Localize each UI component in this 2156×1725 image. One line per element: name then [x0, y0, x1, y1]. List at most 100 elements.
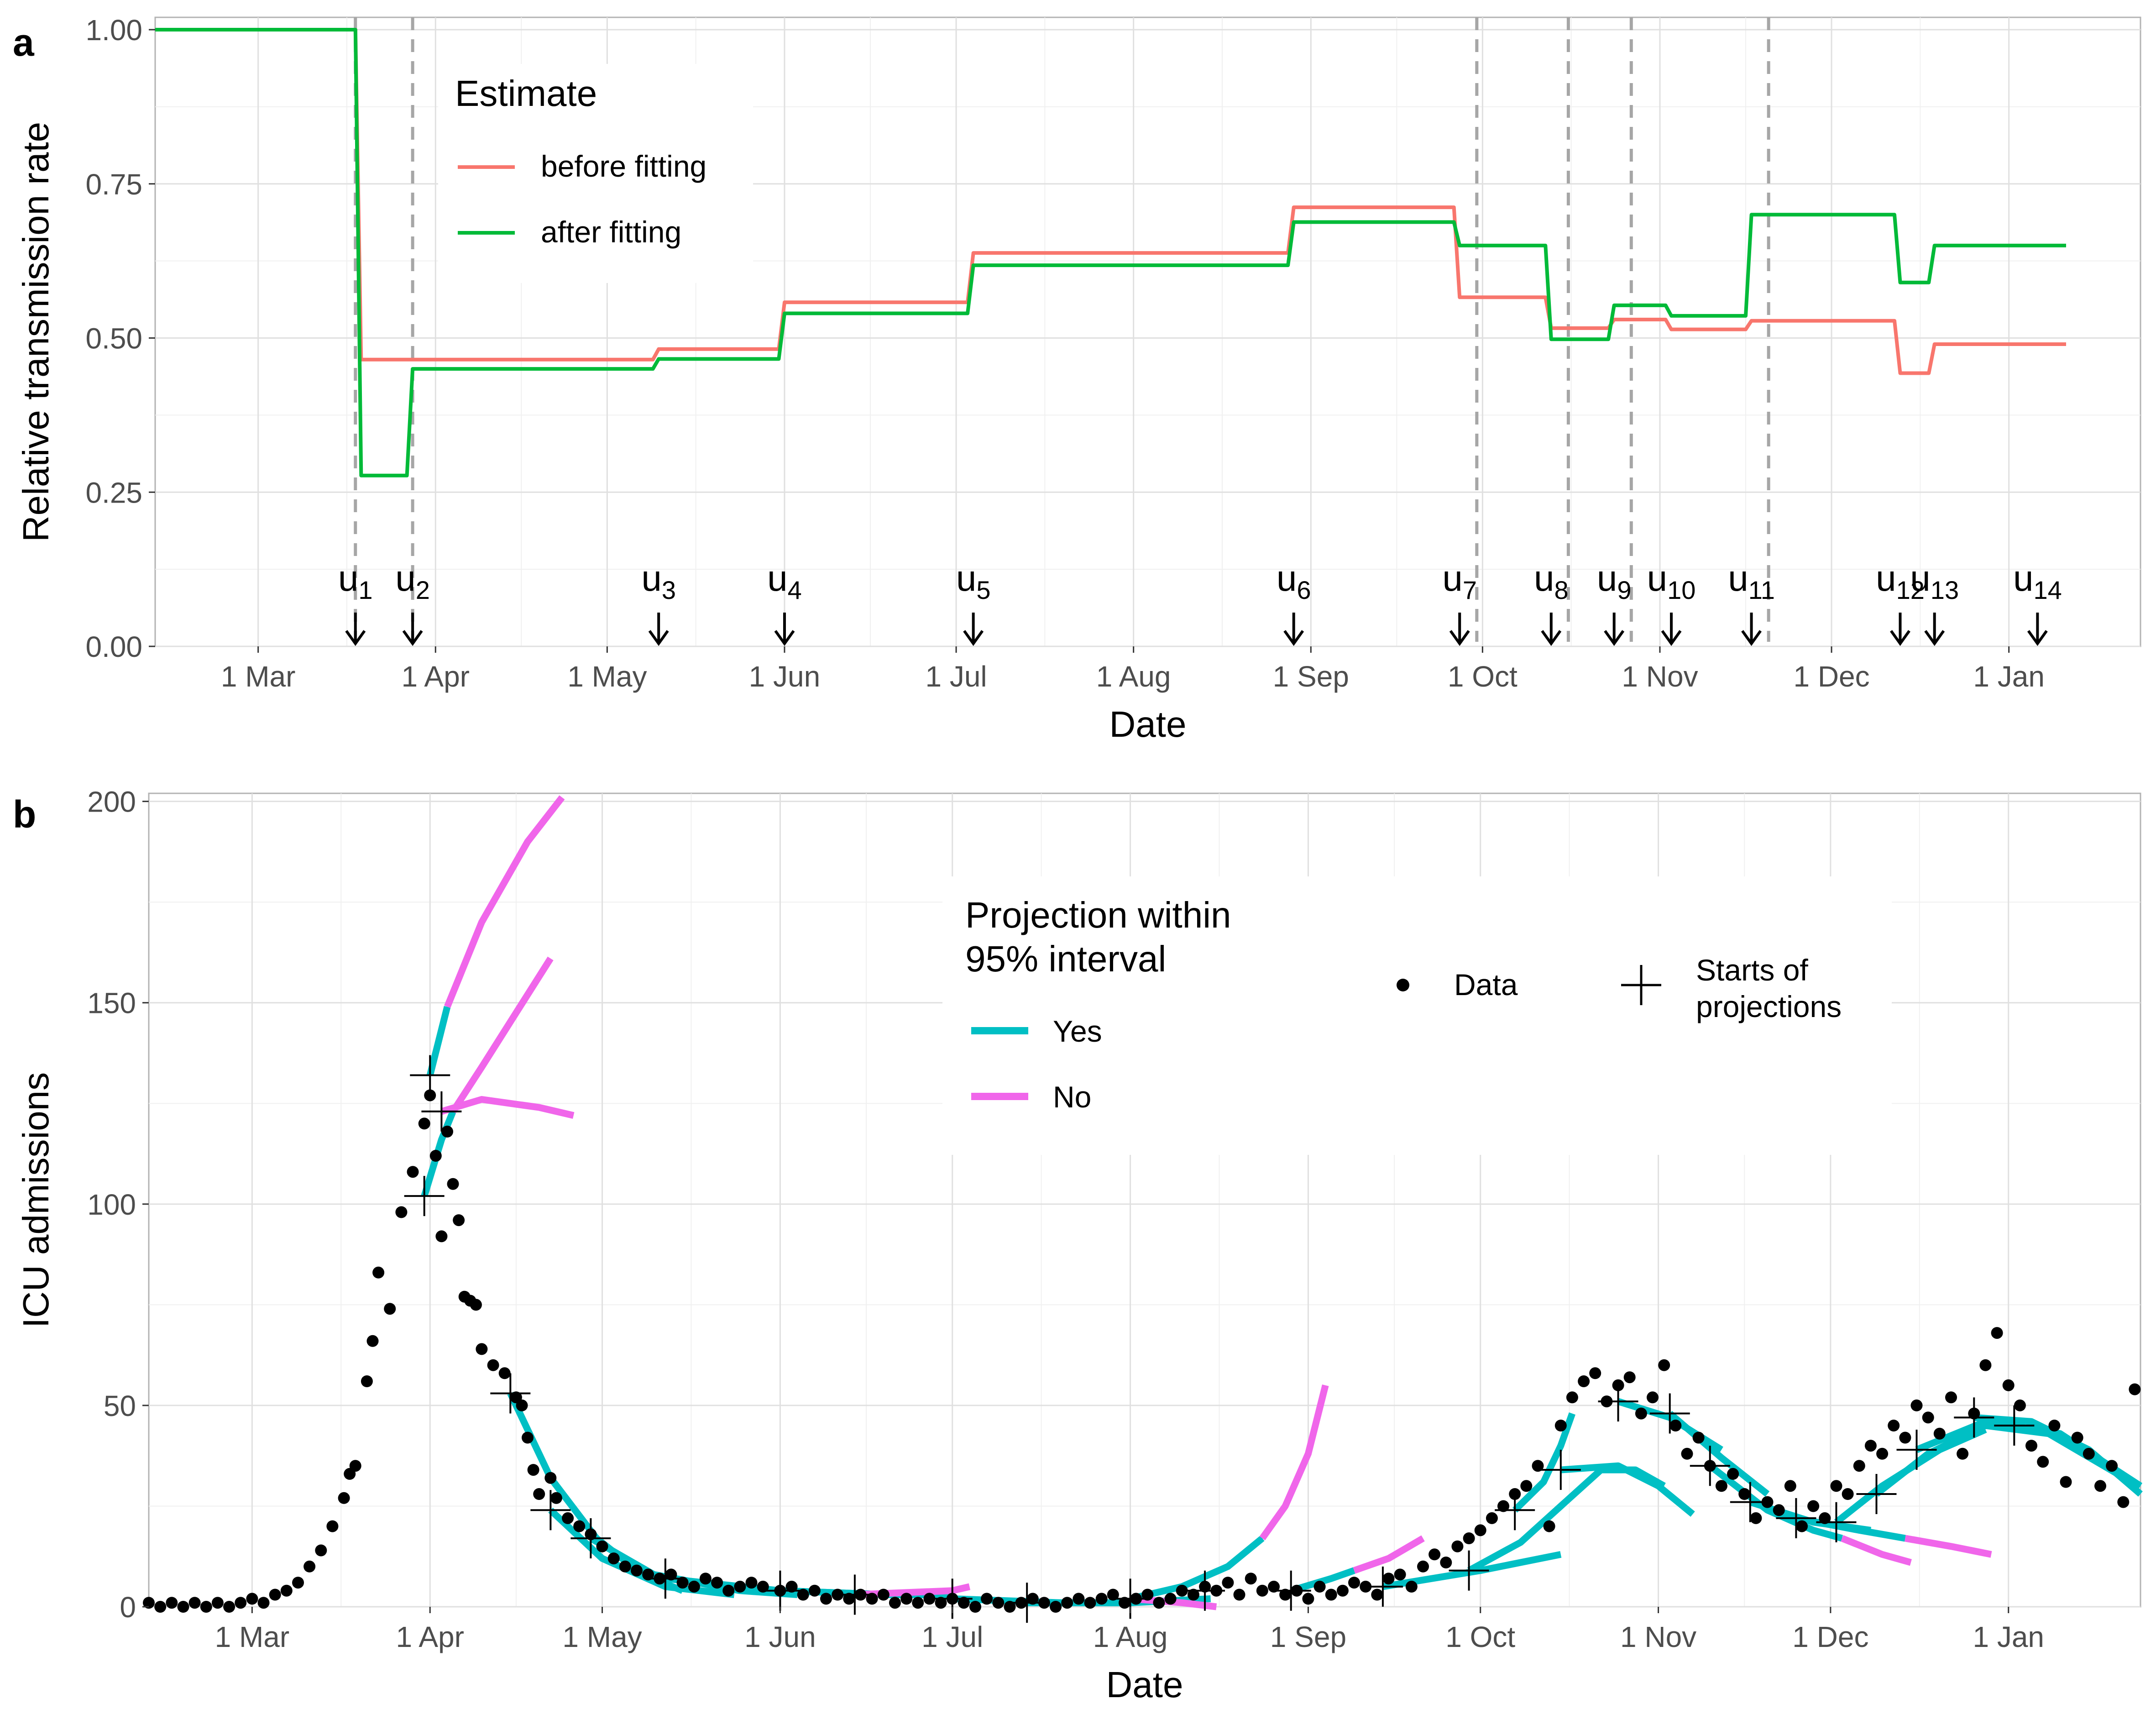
- change-point-label: u7: [1442, 558, 1477, 604]
- data-point: [1474, 1524, 1486, 1536]
- data-point: [435, 1230, 448, 1243]
- x-tick-label: 1 Aug: [1093, 1620, 1168, 1653]
- projection-start-marker: [1896, 1429, 1937, 1470]
- data-point: [1864, 1440, 1877, 1452]
- x-tick-label: 1 Apr: [402, 660, 470, 693]
- data-point: [1520, 1480, 1533, 1492]
- data-point: [832, 1589, 844, 1601]
- x-tick-label: 1 Sep: [1270, 1620, 1346, 1653]
- panel-a-series: [155, 28, 2066, 477]
- data-point: [774, 1584, 786, 1597]
- data-point: [912, 1597, 924, 1609]
- data-point: [631, 1564, 643, 1577]
- change-point-arrow-head: [2027, 630, 2048, 646]
- data-point: [447, 1178, 459, 1190]
- data-point: [877, 1589, 890, 1601]
- data-point: [338, 1492, 350, 1504]
- data-point: [843, 1593, 855, 1605]
- data-point: [1291, 1584, 1303, 1597]
- change-point-label: u4: [767, 558, 802, 604]
- panel-b-data-points: [143, 1089, 2141, 1613]
- data-point: [734, 1580, 746, 1593]
- data-point: [154, 1601, 167, 1613]
- data-point: [1784, 1480, 1796, 1492]
- data-point: [424, 1089, 436, 1101]
- data-point: [699, 1573, 712, 1585]
- data-point: [188, 1597, 201, 1609]
- projection-start-marker: [421, 1091, 462, 1132]
- data-point: [1130, 1593, 1142, 1605]
- data-point: [2002, 1379, 2015, 1391]
- data-point: [1164, 1593, 1177, 1605]
- change-point-label: u3: [641, 558, 676, 604]
- data-point: [1647, 1391, 1659, 1404]
- projection-line-yes: [426, 1006, 451, 1076]
- data-point: [1015, 1597, 1027, 1609]
- change-point-u4: u4: [767, 558, 802, 646]
- change-point-u13: u13: [1910, 558, 1959, 646]
- change-point-label: u13: [1910, 558, 1959, 604]
- data-point: [2117, 1496, 2130, 1508]
- data-point: [1727, 1468, 1739, 1480]
- data-point: [1842, 1488, 1854, 1500]
- projection-line-yes: [1708, 1463, 1843, 1542]
- data-point: [246, 1593, 258, 1605]
- data-point: [453, 1214, 465, 1227]
- projection-line-no: [440, 1096, 575, 1119]
- change-point-u10: u10: [1647, 558, 1695, 646]
- data-point: [1050, 1601, 1062, 1613]
- projection-start-marker: [410, 1055, 450, 1096]
- data-point: [1336, 1584, 1349, 1597]
- data-point: [1807, 1500, 1820, 1512]
- data-point: [1704, 1460, 1716, 1472]
- data-point: [808, 1584, 821, 1597]
- data-point: [544, 1472, 557, 1484]
- data-point: [1038, 1597, 1050, 1609]
- x-tick-label: 1 Oct: [1448, 660, 1518, 693]
- data-point: [573, 1520, 586, 1532]
- data-point: [1429, 1548, 1441, 1561]
- data-point: [1830, 1480, 1842, 1492]
- data-point: [269, 1589, 281, 1601]
- data-point: [257, 1597, 270, 1609]
- panel-a-legend: Estimate before fitting after fitting: [438, 64, 753, 283]
- data-point: [2106, 1460, 2118, 1472]
- legend-label-no: No: [1053, 1080, 1091, 1114]
- panel-b-legend-title-line-1: Projection within: [965, 895, 1231, 935]
- data-point: [1578, 1375, 1590, 1387]
- data-point: [1176, 1584, 1188, 1597]
- data-point: [711, 1577, 723, 1589]
- data-point: [1245, 1573, 1257, 1585]
- data-point: [304, 1560, 316, 1573]
- data-point: [1394, 1568, 1406, 1581]
- data-point: [923, 1593, 936, 1605]
- data-point: [429, 1150, 442, 1162]
- data-point: [1968, 1407, 1980, 1420]
- panel-b: b 0 50 100 150 200 1 Mar 1 Apr 1 May 1 Jun 1 Jul…: [13, 786, 2143, 1705]
- y-tick-label: 150: [87, 987, 136, 1020]
- data-point: [470, 1299, 482, 1311]
- data-point: [1692, 1431, 1705, 1444]
- data-point: [1669, 1420, 1682, 1431]
- data-point: [522, 1431, 534, 1444]
- data-point: [2094, 1480, 2106, 1492]
- change-point-u9: u9: [1597, 558, 1632, 646]
- change-point-arrow-head: [1283, 630, 1304, 646]
- data-point: [665, 1568, 677, 1581]
- change-point-arrow-head: [1604, 630, 1625, 646]
- panel-b-x-axis-title: Date: [1106, 1664, 1183, 1705]
- legend-label-starts-line-2: projections: [1696, 990, 1842, 1023]
- data-point: [1979, 1359, 1992, 1371]
- data-point: [1888, 1420, 1900, 1431]
- data-point: [1405, 1580, 1418, 1593]
- data-point: [642, 1568, 654, 1581]
- change-point-arrow-head: [1890, 630, 1910, 646]
- data-point: [1222, 1577, 1234, 1589]
- data-point: [562, 1512, 574, 1524]
- data-point: [1360, 1580, 1372, 1593]
- change-point-u1: u1: [338, 558, 373, 646]
- data-point: [280, 1584, 293, 1597]
- data-point: [1554, 1420, 1567, 1431]
